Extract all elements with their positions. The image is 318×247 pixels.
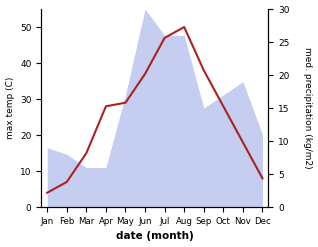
X-axis label: date (month): date (month) <box>116 231 194 242</box>
Y-axis label: med. precipitation (kg/m2): med. precipitation (kg/m2) <box>303 47 313 169</box>
Y-axis label: max temp (C): max temp (C) <box>5 77 15 139</box>
